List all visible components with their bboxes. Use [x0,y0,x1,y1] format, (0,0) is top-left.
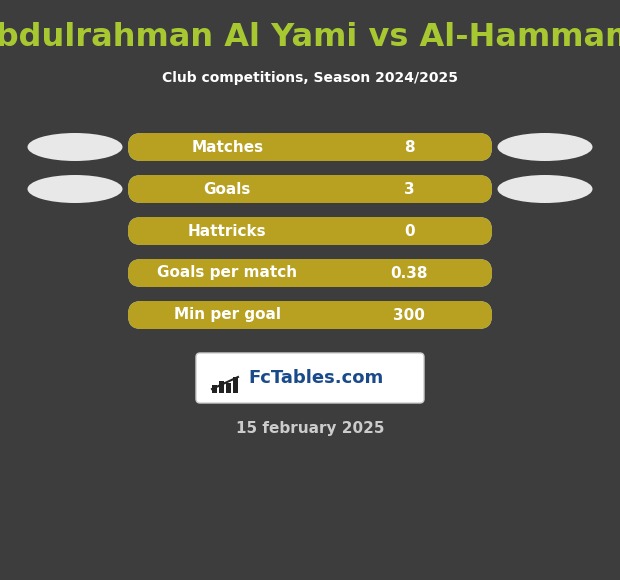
FancyBboxPatch shape [128,175,492,203]
Text: Hattricks: Hattricks [188,223,267,238]
Ellipse shape [27,175,123,203]
FancyBboxPatch shape [128,133,492,161]
Text: Abdulrahman Al Yami vs Al-Hammami: Abdulrahman Al Yami vs Al-Hammami [0,23,620,53]
FancyBboxPatch shape [128,259,492,287]
Ellipse shape [27,133,123,161]
FancyBboxPatch shape [128,133,492,161]
Bar [233,377,238,393]
FancyBboxPatch shape [128,217,492,245]
Text: 0: 0 [404,223,415,238]
Text: Goals per match: Goals per match [157,266,297,281]
Ellipse shape [497,133,593,161]
Text: 3: 3 [404,182,415,197]
Text: Matches: Matches [191,140,264,154]
FancyBboxPatch shape [196,353,424,403]
Text: Min per goal: Min per goal [174,307,281,322]
Bar [212,385,217,393]
Bar [226,383,231,393]
FancyBboxPatch shape [128,175,492,203]
Bar [219,381,224,393]
FancyBboxPatch shape [128,217,492,245]
Text: Club competitions, Season 2024/2025: Club competitions, Season 2024/2025 [162,71,458,85]
Text: Goals: Goals [203,182,251,197]
Text: 8: 8 [404,140,415,154]
Text: 300: 300 [393,307,425,322]
Text: FcTables.com: FcTables.com [248,369,383,387]
FancyBboxPatch shape [128,301,492,329]
FancyBboxPatch shape [128,301,492,329]
FancyBboxPatch shape [128,259,492,287]
Text: 15 february 2025: 15 february 2025 [236,422,384,437]
Ellipse shape [497,175,593,203]
Text: 0.38: 0.38 [391,266,428,281]
